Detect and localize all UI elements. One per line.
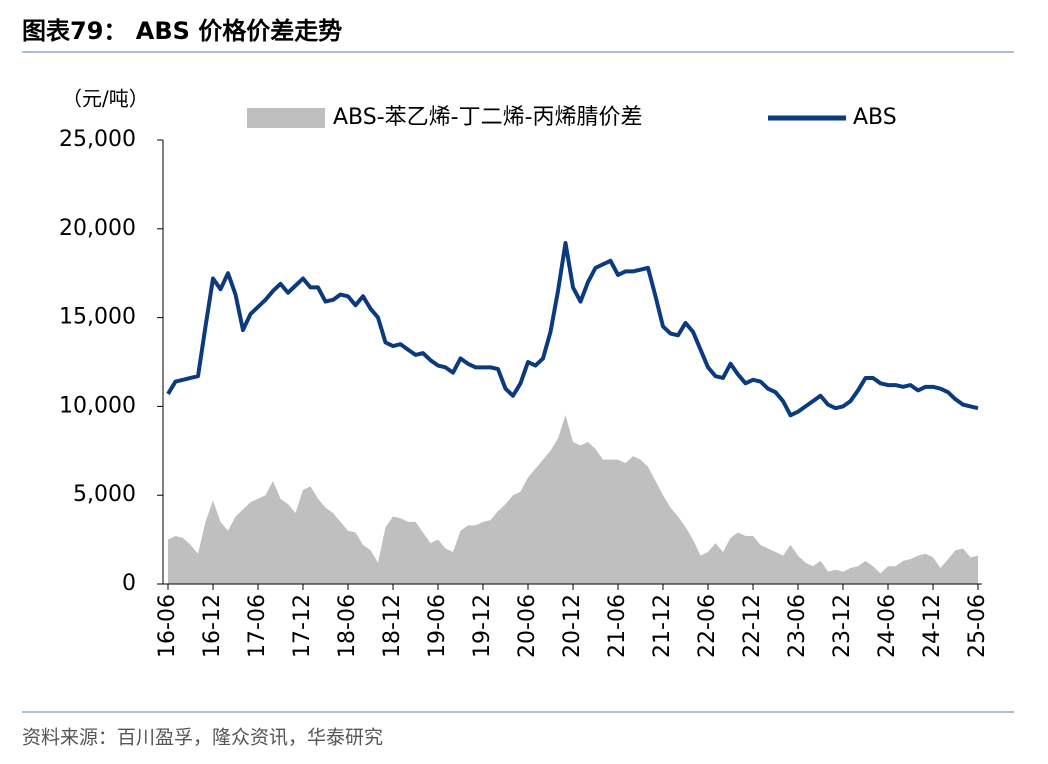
x-tick-label: 17-12	[290, 594, 315, 658]
y-tick-label: 0	[122, 571, 136, 596]
source-note: 资料来源：百川盈孚，隆众资讯，华泰研究	[22, 727, 383, 749]
x-tick-label: 23-06	[785, 594, 810, 658]
legend-label: ABS-苯乙烯-丁二烯-丙烯腈价差	[333, 105, 643, 130]
x-tick-label: 24-06	[875, 594, 900, 658]
y-tick-label: 20,000	[59, 216, 136, 241]
x-tick-label: 24-12	[920, 594, 945, 658]
price-line	[166, 241, 979, 418]
x-tick-label: 20-12	[560, 594, 585, 658]
y-tick-label: 10,000	[59, 393, 136, 418]
x-tick-label: 16-06	[155, 594, 180, 658]
x-tick-label: 23-12	[830, 594, 855, 658]
y-axis-unit: （元/吨）	[62, 87, 149, 111]
x-tick-label: 17-06	[245, 594, 270, 658]
x-tick-label: 19-12	[470, 594, 495, 658]
y-tick-label: 5,000	[73, 482, 136, 507]
x-tick-label: 22-06	[695, 594, 720, 658]
legend-label: ABS	[853, 105, 897, 130]
x-tick-label: 21-06	[605, 594, 630, 658]
y-tick-label: 25,000	[59, 127, 136, 152]
y-tick-label: 15,000	[59, 305, 136, 330]
chart-title: 图表79： ABS 价格价差走势	[22, 17, 342, 45]
x-tick-label: 18-12	[380, 594, 405, 658]
x-tick-label: 25-06	[965, 594, 990, 658]
legend-swatch	[247, 108, 325, 128]
x-tick-label: 20-06	[515, 594, 540, 658]
x-tick-label: 16-12	[200, 594, 225, 658]
x-tick-label: 21-12	[650, 594, 675, 658]
x-tick-label: 18-06	[335, 594, 360, 658]
x-tick-label: 19-06	[425, 594, 450, 658]
x-tick-label: 22-12	[740, 594, 765, 658]
spread-area	[168, 415, 978, 584]
